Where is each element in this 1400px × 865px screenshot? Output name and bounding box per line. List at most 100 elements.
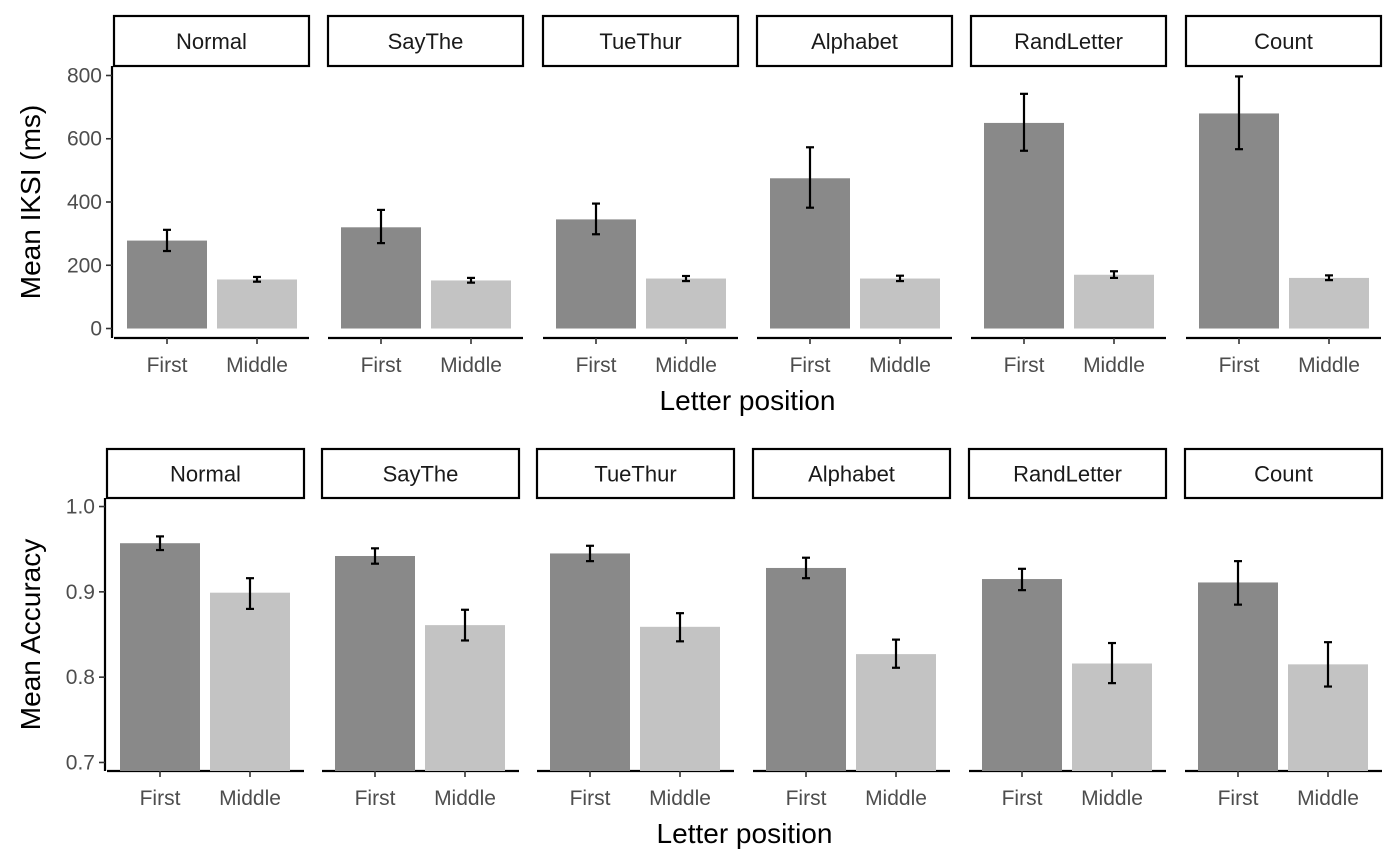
error-bar bbox=[246, 577, 254, 611]
bar-first bbox=[120, 543, 200, 771]
bar-first bbox=[127, 240, 207, 329]
y-tick-label: 600 bbox=[67, 128, 102, 151]
error-bar bbox=[253, 275, 261, 283]
facet-strip-label: Alphabet bbox=[811, 29, 898, 54]
error-bar bbox=[163, 228, 171, 253]
x-tick-label: Middle bbox=[440, 354, 502, 377]
error-bar bbox=[1110, 270, 1118, 280]
facet-saythe: SayThe First Middle bbox=[320, 447, 521, 810]
facet-strip bbox=[105, 447, 306, 500]
x-tick-label: First bbox=[1002, 787, 1043, 810]
x-axis-title: Letter position bbox=[660, 385, 836, 416]
error-bar bbox=[1325, 274, 1333, 282]
facet-strip bbox=[1184, 14, 1383, 68]
error-bar bbox=[377, 208, 385, 245]
facet-strip bbox=[112, 14, 311, 68]
facet-strip bbox=[755, 14, 954, 68]
x-tick-label: Middle bbox=[434, 787, 496, 810]
error-bar bbox=[676, 612, 684, 643]
x-tick-label: Middle bbox=[649, 787, 711, 810]
bar-middle bbox=[1074, 274, 1154, 329]
facet-strip bbox=[969, 14, 1168, 68]
error-bar bbox=[896, 274, 904, 283]
y-tick-label: 800 bbox=[67, 64, 102, 87]
y-tick-label: 0.7 bbox=[66, 751, 95, 774]
facet-strip bbox=[320, 447, 521, 500]
error-bar bbox=[371, 547, 379, 565]
x-tick-label: Middle bbox=[865, 787, 927, 810]
y-tick-label: 0.9 bbox=[66, 581, 95, 604]
x-tick-label: Middle bbox=[1081, 787, 1143, 810]
facet-randletter: RandLetter First Middle bbox=[969, 14, 1168, 377]
facet-strip-label: RandLetter bbox=[1013, 462, 1122, 487]
error-bar bbox=[1020, 92, 1028, 152]
y-tick-label: 400 bbox=[67, 191, 102, 214]
facet-count: Count First Middle bbox=[1183, 447, 1384, 810]
facet-strip-label: Normal bbox=[170, 462, 241, 487]
bar-middle bbox=[1289, 277, 1369, 329]
facet-strip-label: SayThe bbox=[383, 462, 459, 487]
x-tick-label: First bbox=[576, 354, 617, 377]
x-tick-label: First bbox=[1219, 354, 1260, 377]
facet-strip-label: Count bbox=[1254, 462, 1313, 487]
bar-middle bbox=[210, 592, 290, 771]
y-axis-title: Mean IKSI (ms) bbox=[15, 105, 46, 299]
error-bar bbox=[806, 146, 814, 209]
x-tick-label: Middle bbox=[1298, 354, 1360, 377]
facet-strip-label: RandLetter bbox=[1014, 29, 1123, 54]
error-bar bbox=[586, 544, 594, 563]
x-tick-label: Middle bbox=[1297, 787, 1359, 810]
facet-strip bbox=[535, 447, 736, 500]
bar-middle bbox=[217, 279, 297, 329]
iksi-panel: 0 200 400 600 800 Mean IKSI (ms) Normal First Mi… bbox=[15, 14, 1383, 416]
facet-strip-label: TueThur bbox=[594, 462, 676, 487]
facet-saythe: SayThe First Middle bbox=[326, 14, 525, 377]
x-tick-label: Middle bbox=[869, 354, 931, 377]
bar-first bbox=[984, 122, 1064, 329]
x-tick-label: First bbox=[790, 354, 831, 377]
facet-strip bbox=[751, 447, 952, 500]
facet-strip bbox=[967, 447, 1168, 500]
error-bar bbox=[592, 202, 600, 236]
error-bar bbox=[1018, 567, 1026, 592]
error-bar bbox=[802, 556, 810, 580]
facet-normal: Normal First Middle bbox=[105, 447, 306, 810]
error-bar bbox=[156, 535, 164, 552]
bar-first bbox=[1198, 582, 1278, 771]
error-bar bbox=[461, 608, 469, 642]
x-tick-label: First bbox=[140, 787, 181, 810]
y-tick-label: 0.8 bbox=[66, 666, 95, 689]
x-tick-label: Middle bbox=[1083, 354, 1145, 377]
x-tick-label: Middle bbox=[655, 354, 717, 377]
x-tick-label: Middle bbox=[219, 787, 281, 810]
bar-first bbox=[556, 219, 636, 329]
bar-middle bbox=[425, 625, 505, 771]
facet-alphabet: Alphabet First Middle bbox=[755, 14, 954, 377]
facet-count: Count First Middle bbox=[1184, 14, 1383, 377]
error-bar bbox=[892, 638, 900, 669]
error-bar bbox=[1324, 641, 1332, 688]
y-tick-label: 0 bbox=[90, 318, 102, 341]
bar-first bbox=[335, 556, 415, 771]
bar-middle bbox=[860, 278, 940, 329]
x-tick-label: First bbox=[570, 787, 611, 810]
error-bar bbox=[1234, 560, 1242, 606]
x-tick-label: Middle bbox=[226, 354, 288, 377]
bar-first bbox=[550, 553, 630, 771]
facet-tuethur: TueThur First Middle bbox=[535, 447, 736, 810]
bar-first bbox=[982, 579, 1062, 771]
x-tick-label: First bbox=[1004, 354, 1045, 377]
facet-strip-label: SayThe bbox=[388, 29, 464, 54]
x-tick-label: First bbox=[355, 787, 396, 810]
facet-strip-label: Count bbox=[1254, 29, 1313, 54]
facet-randletter: RandLetter First Middle bbox=[967, 447, 1168, 810]
facet-alphabet: Alphabet First Middle bbox=[751, 447, 952, 810]
bar-middle bbox=[431, 280, 511, 329]
accuracy-panel: 0.7 0.8 0.9 1.0 Mean Accuracy Normal First Midd… bbox=[15, 447, 1384, 849]
bar-middle bbox=[646, 278, 726, 329]
y-tick-label: 1.0 bbox=[66, 496, 95, 519]
facet-strip-label: TueThur bbox=[599, 29, 681, 54]
facet-tuethur: TueThur First Middle bbox=[541, 14, 740, 377]
x-tick-label: First bbox=[1218, 787, 1259, 810]
y-axis-title: Mean Accuracy bbox=[15, 539, 46, 730]
